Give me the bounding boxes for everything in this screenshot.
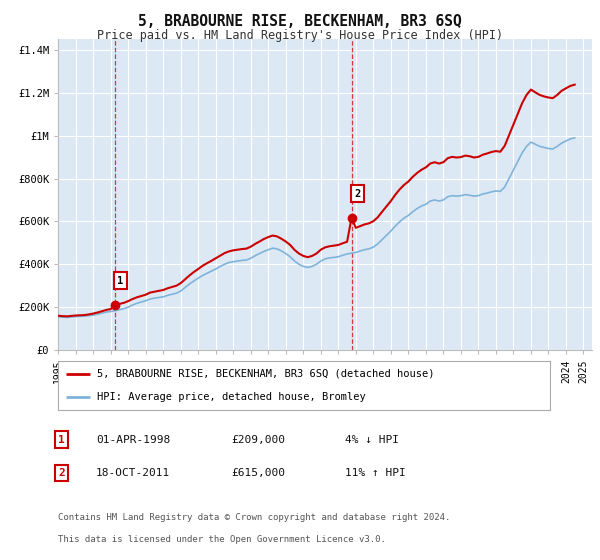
- Text: 2: 2: [58, 468, 65, 478]
- Text: 5, BRABOURNE RISE, BECKENHAM, BR3 6SQ: 5, BRABOURNE RISE, BECKENHAM, BR3 6SQ: [138, 14, 462, 29]
- Text: £615,000: £615,000: [231, 468, 285, 478]
- Text: 01-APR-1998: 01-APR-1998: [96, 435, 170, 445]
- Text: 1: 1: [117, 276, 124, 286]
- Text: Contains HM Land Registry data © Crown copyright and database right 2024.: Contains HM Land Registry data © Crown c…: [58, 513, 451, 522]
- Text: 4% ↓ HPI: 4% ↓ HPI: [345, 435, 399, 445]
- Text: 5, BRABOURNE RISE, BECKENHAM, BR3 6SQ (detached house): 5, BRABOURNE RISE, BECKENHAM, BR3 6SQ (d…: [97, 369, 434, 379]
- Text: HPI: Average price, detached house, Bromley: HPI: Average price, detached house, Brom…: [97, 391, 365, 402]
- Text: This data is licensed under the Open Government Licence v3.0.: This data is licensed under the Open Gov…: [58, 535, 386, 544]
- Text: £209,000: £209,000: [231, 435, 285, 445]
- Text: Price paid vs. HM Land Registry's House Price Index (HPI): Price paid vs. HM Land Registry's House …: [97, 29, 503, 42]
- Text: 18-OCT-2011: 18-OCT-2011: [96, 468, 170, 478]
- Text: 2: 2: [355, 189, 361, 199]
- Text: 11% ↑ HPI: 11% ↑ HPI: [345, 468, 406, 478]
- Text: 1: 1: [58, 435, 65, 445]
